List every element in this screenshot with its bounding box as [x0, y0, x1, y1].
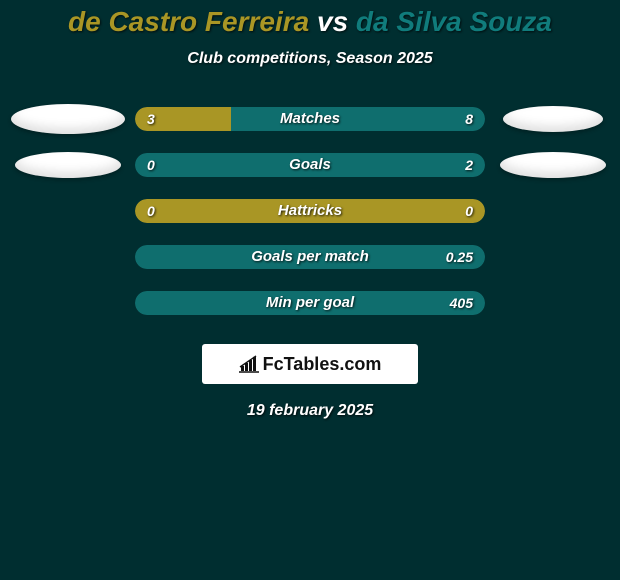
right-side [485, 106, 620, 132]
subtitle: Club competitions, Season 2025 [0, 50, 620, 68]
brand-text: FcTables.com [263, 354, 382, 375]
avatar [15, 152, 121, 178]
player2-name: da Silva Souza [356, 6, 552, 37]
stat-row: 00Hattricks [0, 188, 620, 234]
left-side [0, 104, 135, 134]
bar-wrap: 02Goals [135, 153, 485, 177]
right-side [485, 152, 620, 178]
bar-area: 405Min per goal [135, 291, 485, 315]
stat-row: 405Min per goal [0, 280, 620, 326]
player1-name: de Castro Ferreira [68, 6, 309, 37]
stat-row: 38Matches [0, 96, 620, 142]
bar-wrap: 0.25Goals per match [135, 245, 485, 269]
bar-wrap: 405Min per goal [135, 291, 485, 315]
avatar [11, 104, 125, 134]
bar-label: Goals per match [135, 245, 485, 269]
vs-text: vs [309, 6, 356, 37]
bar-area: 02Goals [135, 153, 485, 177]
avatar [500, 152, 606, 178]
avatar [503, 106, 603, 132]
bar-label: Hattricks [135, 199, 485, 223]
stat-row: 0.25Goals per match [0, 234, 620, 280]
stat-row: 02Goals [0, 142, 620, 188]
bar-label: Matches [135, 107, 485, 131]
bar-area: 0.25Goals per match [135, 245, 485, 269]
bar-wrap: 38Matches [135, 107, 485, 131]
brand-box[interactable]: FcTables.com [202, 344, 418, 384]
stats-rows: 38Matches 02Goals 00Hattricks 0.25Goals per… [0, 96, 620, 326]
bar-label: Min per goal [135, 291, 485, 315]
date-text: 19 february 2025 [0, 402, 620, 420]
bar-label: Goals [135, 153, 485, 177]
bar-area: 00Hattricks [135, 199, 485, 223]
bar-area: 38Matches [135, 107, 485, 131]
bar-chart-icon [239, 355, 259, 373]
page-title: de Castro Ferreira vs da Silva Souza [0, 0, 620, 38]
bar-wrap: 00Hattricks [135, 199, 485, 223]
left-side [0, 152, 135, 178]
